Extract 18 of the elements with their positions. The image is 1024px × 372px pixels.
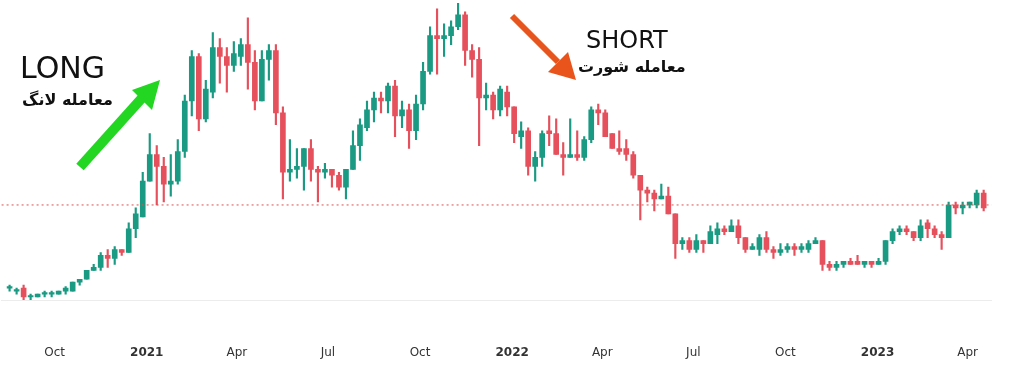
x-tick-label: Oct	[409, 345, 431, 360]
x-tick-label: Oct	[44, 345, 66, 360]
x-tick-label: Apr	[226, 345, 248, 360]
x-tick-label: 2023	[860, 345, 895, 360]
annotation: SHORT	[586, 26, 668, 54]
candlestick	[777, 243, 784, 256]
x-tick-label: Jul	[685, 345, 701, 360]
x-tick-label: Jul	[319, 345, 336, 360]
x-tick-label: 2022	[495, 345, 529, 360]
annotation: معامله لانگ	[22, 90, 113, 109]
x-tick-label: Oct	[775, 345, 797, 360]
x-tick-label: Apr	[591, 345, 613, 360]
x-tick-label: Apr	[957, 345, 979, 360]
candlestick	[770, 246, 777, 259]
annotation: LONG	[20, 50, 105, 85]
x-tick-label: 2021	[130, 345, 164, 360]
annotation: معامله شورت	[578, 57, 686, 76]
candlestick	[791, 243, 798, 256]
